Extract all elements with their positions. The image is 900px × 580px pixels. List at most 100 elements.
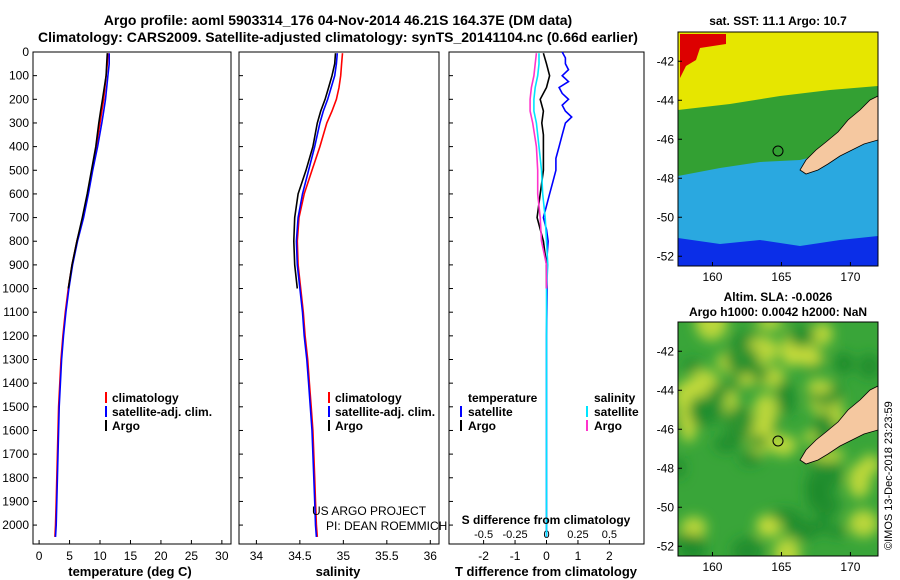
map-x-tick-label: 165 [771,560,791,574]
salinity-plot: 34 34.5 35 35.5 36 [250,53,437,563]
map-y-tick-label: -44 [657,383,675,397]
x-tick-label: -2 [478,549,489,563]
map-x-tick-label: 170 [840,270,860,284]
difference-xlabel: T difference from climatology [455,564,638,579]
imos-watermark: ©IMOS 13-Dec-2018 23:23:59 [883,401,895,550]
legend-label-satellite: satellite-adj. clim. [112,405,212,419]
sla-map-title-2: Argo h1000: 0.0042 h2000: NaN [689,305,867,319]
x-tick-label: -1 [510,549,521,563]
map-y-tick-label: -52 [657,249,675,263]
depth-tick-label: 400 [9,140,29,154]
sla-blob [756,322,784,331]
depth-axis: 0 100 200 300 400 500 600 700 800 900 1000 1100 1200… [2,45,453,532]
x-tick-label: 15 [124,549,138,563]
x-tick-label: 34 [250,549,264,563]
s-x-tick-label: -0.5 [474,529,493,541]
sla-argo-marker [772,435,784,447]
sla-blob [753,393,779,428]
depth-tick-label: 1600 [2,423,29,437]
legend-label-argo: Argo [335,419,363,433]
salinity-xlabel: salinity [316,564,362,579]
sst-map-frame [677,31,879,267]
depth-tick-label: 1700 [2,447,29,461]
credit-line-1: US ARGO PROJECT [312,504,427,518]
depth-tick-label: 1800 [2,471,29,485]
legend-label-s-satellite: satellite [594,405,639,419]
depth-tick-label: 1000 [2,282,29,296]
depth-tick-label: 700 [9,211,29,225]
sla-map-axes: 160 165 170 -42 -44 -46 -48 -50 -52 [657,344,861,574]
legend-title-salinity: salinity [594,391,636,405]
sla-blob [770,434,797,456]
sst-cold-region [678,236,878,266]
legend-label-climatology: climatology [112,391,179,405]
series-line-s-satellite [533,53,549,537]
series-line-argo [292,53,337,289]
s-difference-label: S difference from climatology [462,513,631,527]
map-x-tick-label: 160 [702,270,722,284]
depth-tick-label: 1500 [2,400,29,414]
sla-blob [786,518,821,541]
salinity-legend: climatology satellite-adj. clim. Argo [328,391,435,433]
map-x-tick-label: 160 [702,560,722,574]
temperature-xlabel: temperature (deg C) [68,564,192,579]
sst-map-title: sat. SST: 11.1 Argo: 10.7 [709,14,847,28]
sla-map-title: Altim. SLA: -0.0026 [724,290,833,304]
sla-blob [725,405,754,441]
map-y-tick-label: -42 [657,344,675,358]
sla-blob [858,353,878,379]
sst-cool-region [678,140,878,266]
sla-blob [689,395,724,426]
temperature-panel-frame [32,51,232,545]
sla-blob [678,380,701,395]
x-tick-label: 35.5 [375,549,399,563]
temperature-plot: 0 5 10 15 20 25 30 [36,53,229,563]
map-y-tick-label: -46 [657,422,675,436]
sla-blob [806,379,833,395]
sla-blob [713,435,740,453]
depth-tick-label: 1100 [3,305,29,319]
x-tick-label: 20 [154,549,168,563]
sla-blob [756,517,780,532]
depth-tick-label: 500 [9,163,29,177]
legend-label-t-satellite: satellite [468,405,513,419]
series-line-s-argo [529,53,548,289]
x-tick-label: 10 [93,549,107,563]
sla-blob [748,435,769,448]
sla-blob [811,322,833,346]
s-x-tick-label: 0.5 [602,529,617,541]
sla-blob [680,535,706,556]
sla-blob [827,525,846,539]
sla-blob [695,322,728,341]
sla-map-frame [677,321,879,557]
depth-tick-label: 800 [9,234,29,248]
depth-tick-label: 1200 [2,329,29,343]
depth-tick-label: 900 [9,258,29,272]
map-y-tick-label: -44 [657,93,675,107]
sla-blob [737,373,756,387]
sst-red-patch [680,34,726,78]
difference-legend: temperature satellite Argo salinity sate… [460,391,639,433]
depth-tick-label: 1400 [2,376,29,390]
sla-blob [795,350,824,367]
x-tick-label: 34.5 [288,549,312,563]
title-line-1: Argo profile: aoml 5903314_176 04-Nov-20… [104,12,572,28]
legend-label-climatology: climatology [335,391,402,405]
map-y-tick-label: -46 [657,132,675,146]
map-y-tick-label: -50 [657,500,675,514]
sla-blob [848,509,878,538]
credit-line-2: PI: DEAN ROEMMICH [326,519,447,533]
sla-blob [803,430,818,443]
sla-blob [833,352,855,375]
sst-map-axes: 160 165 170 -42 -44 -46 -48 -50 -52 [657,54,861,284]
sla-blob [682,359,702,372]
map-y-tick-label: -42 [657,54,675,68]
sla-blob [773,537,801,556]
sst-argo-marker [772,145,784,157]
map-y-tick-label: -48 [657,171,675,185]
depth-tick-label: 200 [9,92,29,106]
title-line-2: Climatology: CARS2009. Satellite-adjuste… [38,29,638,45]
x-tick-label: 0 [36,549,43,563]
sla-map [678,322,878,556]
